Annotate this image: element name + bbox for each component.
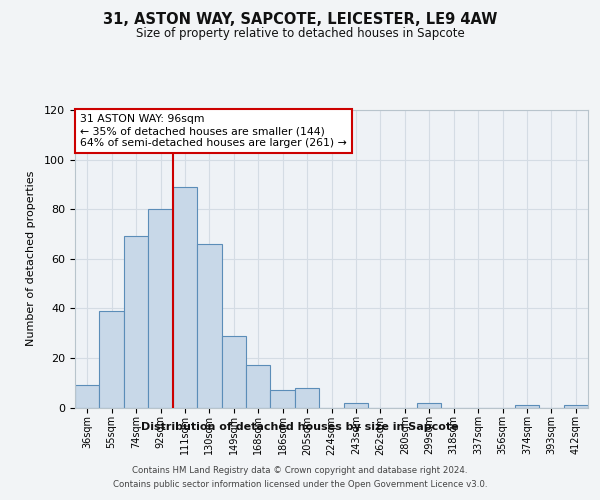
Text: Contains public sector information licensed under the Open Government Licence v3: Contains public sector information licen… [113, 480, 487, 489]
Bar [246, 366, 271, 408]
Bar [344, 402, 368, 407]
Bar [221, 336, 246, 407]
Text: Size of property relative to detached houses in Sapcote: Size of property relative to detached ho… [136, 28, 464, 40]
Bar [100, 311, 124, 408]
Text: 31 ASTON WAY: 96sqm
← 35% of detached houses are smaller (144)
64% of semi-detac: 31 ASTON WAY: 96sqm ← 35% of detached ho… [80, 114, 347, 148]
Bar [124, 236, 148, 408]
Y-axis label: Number of detached properties: Number of detached properties [26, 171, 36, 346]
Text: 31, ASTON WAY, SAPCOTE, LEICESTER, LE9 4AW: 31, ASTON WAY, SAPCOTE, LEICESTER, LE9 4… [103, 12, 497, 28]
Bar [173, 187, 197, 408]
Bar [417, 402, 442, 407]
Bar [148, 209, 173, 408]
Bar [75, 385, 100, 407]
Bar [197, 244, 221, 408]
Bar [271, 390, 295, 407]
Bar [295, 388, 319, 407]
Text: Contains HM Land Registry data © Crown copyright and database right 2024.: Contains HM Land Registry data © Crown c… [132, 466, 468, 475]
Text: Distribution of detached houses by size in Sapcote: Distribution of detached houses by size … [141, 422, 459, 432]
Bar [563, 405, 588, 407]
Bar [515, 405, 539, 407]
